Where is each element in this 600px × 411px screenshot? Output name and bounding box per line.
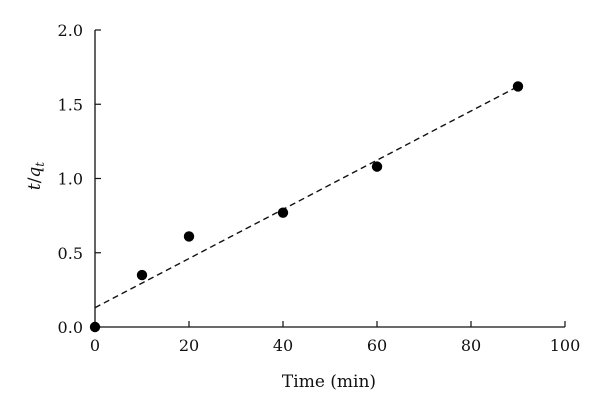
x-tick-label: 100 (550, 336, 581, 355)
y-tick-label: 0.5 (58, 244, 83, 263)
x-tick-label: 80 (461, 336, 481, 355)
y-tick-label: 1.5 (58, 95, 83, 114)
fit-layer (94, 85, 519, 309)
data-point (512, 81, 524, 92)
x-tick-label: 40 (273, 336, 293, 355)
data-point (277, 207, 289, 218)
data-point (371, 161, 383, 172)
data-point (89, 321, 101, 333)
x-tick-label: 20 (179, 336, 199, 355)
y-tick-label: 1.0 (58, 170, 83, 189)
data-point (183, 231, 195, 242)
fit-line (94, 85, 519, 309)
data-points (89, 81, 524, 333)
y-ticks: 0.0 0.5 1.0 1.5 2.0 (58, 21, 101, 337)
x-ticks: 0 20 40 60 80 100 (90, 321, 580, 355)
y-tick-label: 0.0 (58, 318, 83, 337)
axes (94, 30, 565, 328)
y-tick-label: 2.0 (58, 21, 83, 40)
x-tick-label: 60 (367, 336, 387, 355)
x-tick-label: 0 (90, 336, 100, 355)
data-point (136, 269, 148, 281)
svg-text:t/qt: t/qt (25, 162, 47, 190)
x-axis-title: Time (min) (282, 372, 376, 392)
y-axis-title: t/qt (25, 162, 47, 190)
